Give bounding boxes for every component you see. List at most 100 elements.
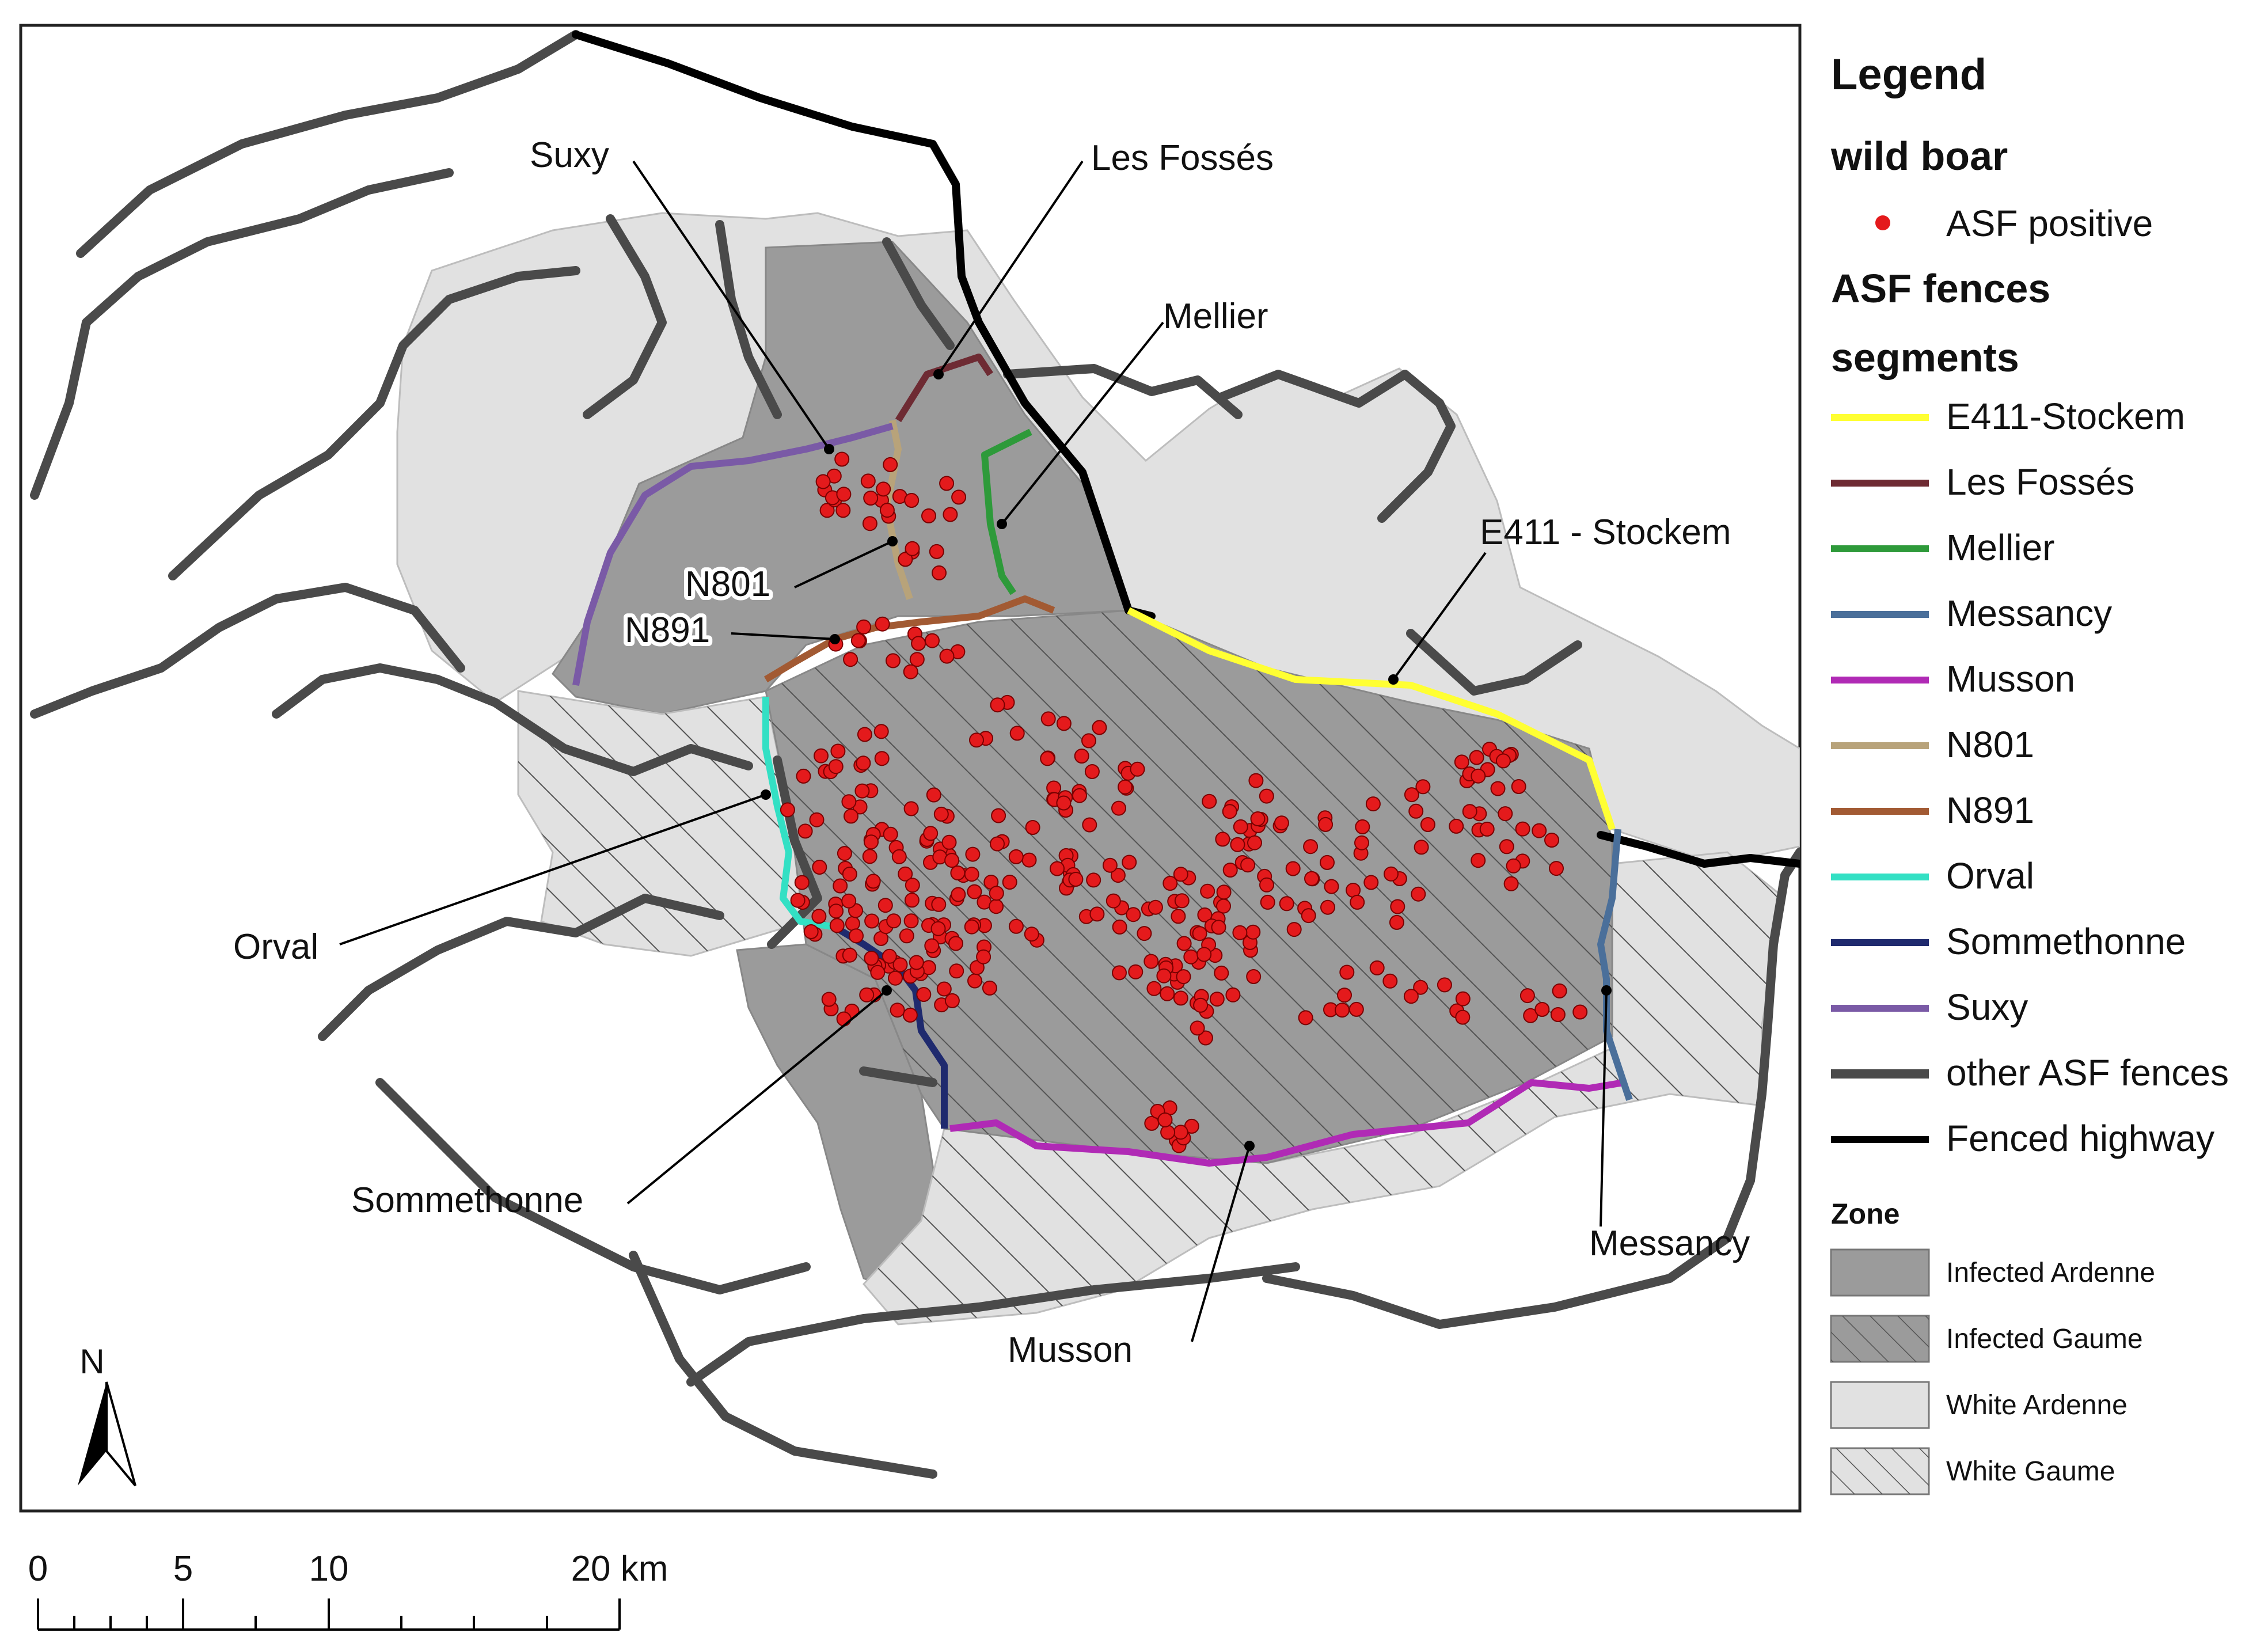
asf-positive-point xyxy=(949,963,964,979)
asf-positive-point xyxy=(898,866,913,882)
asf-positive-point xyxy=(1144,954,1159,969)
label-orval: Orval xyxy=(233,927,318,967)
map-layers: Suxy Les Fossés Mellier E411 - Stockem N… xyxy=(30,30,1800,1487)
asf-positive-point xyxy=(1365,796,1381,812)
asf-positive-point xyxy=(876,481,891,497)
asf-positive-point xyxy=(864,834,879,850)
asf-positive-point xyxy=(1250,811,1266,826)
asf-positive-point xyxy=(1363,875,1379,890)
asf-positive-point xyxy=(841,794,857,810)
asf-positive-point xyxy=(1163,876,1178,891)
asf-positive-point xyxy=(1335,1003,1350,1018)
asf-positive-point xyxy=(873,724,889,739)
asf-positive-point xyxy=(882,948,897,964)
scale-tick-5: 5 xyxy=(173,1549,193,1589)
label-n891: N891 xyxy=(625,610,710,650)
asf-positive-point xyxy=(883,457,898,472)
asf-positive-point xyxy=(967,884,982,899)
legend-zone-label: Infected Ardenne xyxy=(1946,1258,2155,1288)
asf-positive-point xyxy=(1110,868,1126,883)
legend-zone-swatch xyxy=(1830,1248,1930,1297)
asf-positive-point xyxy=(1390,899,1405,914)
north-arrow: N xyxy=(78,1342,136,1487)
north-arrow-label: N xyxy=(79,1342,104,1381)
asf-positive-point xyxy=(836,1011,852,1027)
asf-positive-point xyxy=(841,893,857,909)
asf-positive-point xyxy=(1413,979,1429,995)
asf-positive-point xyxy=(812,860,827,875)
asf-positive-point xyxy=(1074,749,1089,764)
asf-positive-point xyxy=(1462,804,1477,819)
asf-positive-point xyxy=(1214,965,1229,981)
legend-segment-label: other ASF fences xyxy=(1946,1052,2229,1093)
asf-positive-point xyxy=(903,664,918,679)
asf-positive-point xyxy=(814,748,829,764)
asf-positive-point xyxy=(1198,1030,1213,1046)
asf-positive-point xyxy=(951,489,967,505)
asf-positive-point xyxy=(1403,989,1419,1004)
asf-positive-point xyxy=(969,960,985,975)
asf-positive-point xyxy=(903,801,919,817)
asf-positive-point xyxy=(1050,861,1065,876)
asf-positive-point xyxy=(1279,896,1294,912)
asf-positive-point xyxy=(875,616,890,632)
asf-positive-point xyxy=(845,916,860,931)
asf-positive-point xyxy=(1222,804,1237,819)
fence-n891 xyxy=(763,595,1055,683)
asf-positive-point xyxy=(903,913,919,929)
asf-positive-point xyxy=(904,893,920,908)
asf-positive-point xyxy=(1025,820,1040,835)
asf-positive-point xyxy=(905,878,920,893)
scale-tick-10: 10 xyxy=(309,1549,349,1589)
asf-positive-point xyxy=(1471,853,1486,868)
asf-positive-point xyxy=(1102,857,1118,873)
legend-zone-label: Infected Gaume xyxy=(1946,1324,2143,1354)
asf-positive-point xyxy=(1215,831,1230,847)
asf-positive-point xyxy=(1511,779,1526,794)
asf-positive-point xyxy=(1056,795,1072,811)
legend-segment-label: Suxy xyxy=(1946,986,2028,1028)
asf-positive-point xyxy=(1130,761,1145,777)
asf-positive-point xyxy=(931,897,947,912)
asf-positive-point xyxy=(842,867,857,882)
asf-positive-point xyxy=(844,808,858,824)
asf-positive-point xyxy=(1354,835,1369,850)
asf-positive-point xyxy=(964,867,979,882)
asf-positive-point xyxy=(1389,914,1404,930)
asf-positive-point xyxy=(1233,819,1248,834)
legend-zone-label: White Gaume xyxy=(1946,1456,2115,1487)
asf-positive-point xyxy=(951,887,966,902)
asf-positive-point xyxy=(1112,965,1127,981)
asf-positive-point xyxy=(991,808,1006,823)
legend-zone-swatch xyxy=(1830,1381,1930,1429)
asf-positive-point xyxy=(1192,926,1207,941)
fence-mellier xyxy=(981,428,1032,595)
asf-positive-point xyxy=(944,853,960,868)
asf-positive-point xyxy=(921,508,936,523)
asf-positive-point xyxy=(1230,837,1245,852)
legend-zone-hatch xyxy=(1831,1316,1929,1362)
asf-positive-point xyxy=(854,783,870,799)
asf-positive-point xyxy=(1173,867,1188,882)
asf-positive-point xyxy=(1246,969,1262,984)
asf-positive-point xyxy=(1216,884,1232,900)
asf-positive-point xyxy=(1084,764,1100,779)
asf-positive-point xyxy=(819,503,835,518)
asf-positive-point xyxy=(1193,997,1209,1013)
asf-positive-point xyxy=(1128,964,1144,979)
legend-segment-label: Fenced highway xyxy=(1946,1118,2214,1159)
asf-positive-point xyxy=(1337,988,1352,1003)
asf-positive-point xyxy=(923,826,939,841)
asf-positive-point xyxy=(1225,987,1241,1003)
asf-positive-point xyxy=(1437,977,1452,993)
legend-segment-label: Musson xyxy=(1946,658,2075,700)
label-musson: Musson xyxy=(1008,1330,1133,1370)
asf-positive-point xyxy=(864,951,879,966)
asf-positive-point xyxy=(1024,926,1039,942)
asf-positive-point xyxy=(1532,823,1547,838)
asf-positive-point xyxy=(883,826,898,842)
asf-positive-point xyxy=(1404,787,1419,803)
asf-positive-point xyxy=(1008,918,1024,934)
asf-positive-point xyxy=(790,893,806,908)
